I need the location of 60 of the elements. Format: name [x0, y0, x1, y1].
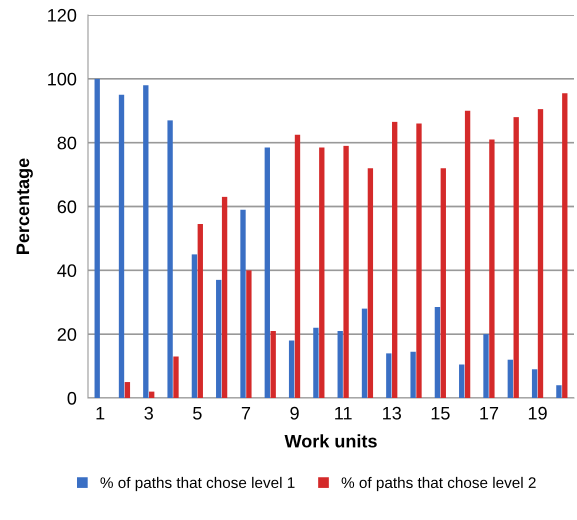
bar — [459, 364, 464, 398]
bar — [483, 334, 489, 398]
bar — [362, 308, 368, 398]
y-tick-label: 80 — [58, 136, 76, 150]
bar — [216, 280, 222, 398]
bar — [508, 360, 513, 398]
bar — [416, 124, 422, 398]
bar — [94, 78, 100, 398]
bar — [410, 352, 416, 398]
x-tick-label: 7 — [242, 406, 250, 420]
bar — [288, 340, 294, 398]
bar — [368, 168, 374, 398]
x-tick-label: 15 — [432, 406, 450, 420]
bar — [313, 328, 319, 398]
bar — [386, 353, 392, 398]
bar — [198, 224, 203, 398]
bar — [464, 110, 470, 398]
bar — [562, 93, 568, 398]
bar — [294, 134, 300, 398]
bar — [538, 109, 544, 398]
bar — [192, 254, 198, 398]
bar — [556, 385, 562, 398]
bar — [440, 168, 446, 398]
y-tick-label: 120 — [48, 8, 76, 22]
y-tick-label: 0 — [68, 392, 76, 405]
bar — [319, 147, 324, 398]
bar — [143, 85, 148, 398]
x-tick-label: 1 — [96, 406, 104, 420]
x-tick-label: 3 — [144, 406, 153, 420]
y-axis-title: Percentage — [16, 158, 33, 254]
x-tick-label: 19 — [528, 406, 547, 420]
bar — [489, 139, 495, 398]
bar — [532, 369, 538, 398]
bar — [338, 330, 343, 398]
bar — [270, 330, 276, 398]
y-tick-label: 20 — [58, 328, 76, 341]
x-tick-label: 11 — [335, 406, 352, 420]
bar — [264, 147, 270, 398]
x-tick-label: 13 — [383, 406, 401, 420]
y-tick-label: 60 — [58, 200, 76, 214]
bar — [149, 392, 154, 398]
bar — [434, 307, 440, 398]
x-tick-label: 9 — [290, 406, 299, 420]
bar — [240, 210, 246, 398]
x-tick-label: 5 — [193, 406, 202, 420]
bar — [222, 196, 228, 398]
x-tick-label: 17 — [480, 406, 498, 420]
bar — [392, 122, 398, 398]
bar — [118, 94, 124, 398]
legend-label: % of paths that chose level 2 — [342, 476, 536, 492]
bar — [246, 270, 252, 398]
bar — [173, 356, 179, 398]
bar — [124, 382, 130, 398]
bar — [343, 146, 349, 398]
legend-label: % of paths that chose level 1 — [100, 476, 295, 492]
y-tick-label: 40 — [57, 264, 76, 278]
x-axis-title: Work units — [284, 434, 377, 448]
bar — [167, 120, 173, 398]
y-tick-label: 100 — [48, 72, 76, 86]
bar — [514, 117, 519, 398]
